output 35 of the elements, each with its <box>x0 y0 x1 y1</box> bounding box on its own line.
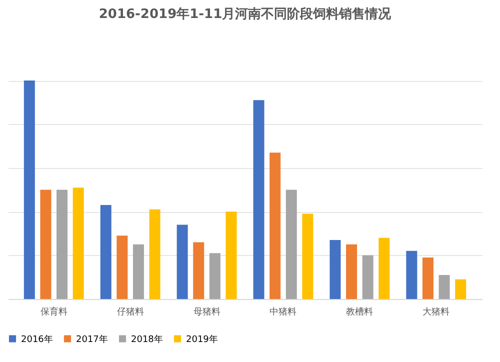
bar <box>455 279 466 299</box>
bar <box>176 224 188 299</box>
bar <box>438 274 450 299</box>
bar <box>72 188 84 299</box>
legend-label: 2019年 <box>186 334 218 345</box>
x-tick-label: 大猪料 <box>422 306 450 318</box>
x-tick-label: 仔猪料 <box>116 306 144 318</box>
bar <box>406 250 418 299</box>
x-tick-label: 保育料 <box>40 306 68 318</box>
bar <box>40 190 52 299</box>
bar <box>378 238 390 299</box>
bar <box>149 209 160 299</box>
bar <box>226 212 237 299</box>
bar <box>100 205 112 299</box>
bar <box>209 253 220 299</box>
bar <box>362 255 374 299</box>
bar <box>330 240 341 299</box>
bar <box>346 244 358 299</box>
legend-label: 2017年 <box>76 334 108 345</box>
bar <box>270 152 281 299</box>
bar <box>116 236 128 299</box>
bar <box>56 190 68 299</box>
bar <box>132 244 144 299</box>
bar <box>24 80 35 299</box>
legend-label: 2018年 <box>131 334 163 345</box>
x-tick-label: 中猪料 <box>270 306 297 318</box>
x-tick-label: 教槽料 <box>346 306 374 318</box>
bar <box>253 100 264 299</box>
x-tick-label: 母猪料 <box>193 306 220 318</box>
bar <box>422 257 434 299</box>
chart-title: 2016-2019年1-11月河南不同阶段饲料销售情况 <box>98 7 392 22</box>
bar <box>286 190 297 299</box>
bar <box>302 214 314 299</box>
bar <box>193 242 204 299</box>
legend-label: 2016年 <box>21 334 53 345</box>
